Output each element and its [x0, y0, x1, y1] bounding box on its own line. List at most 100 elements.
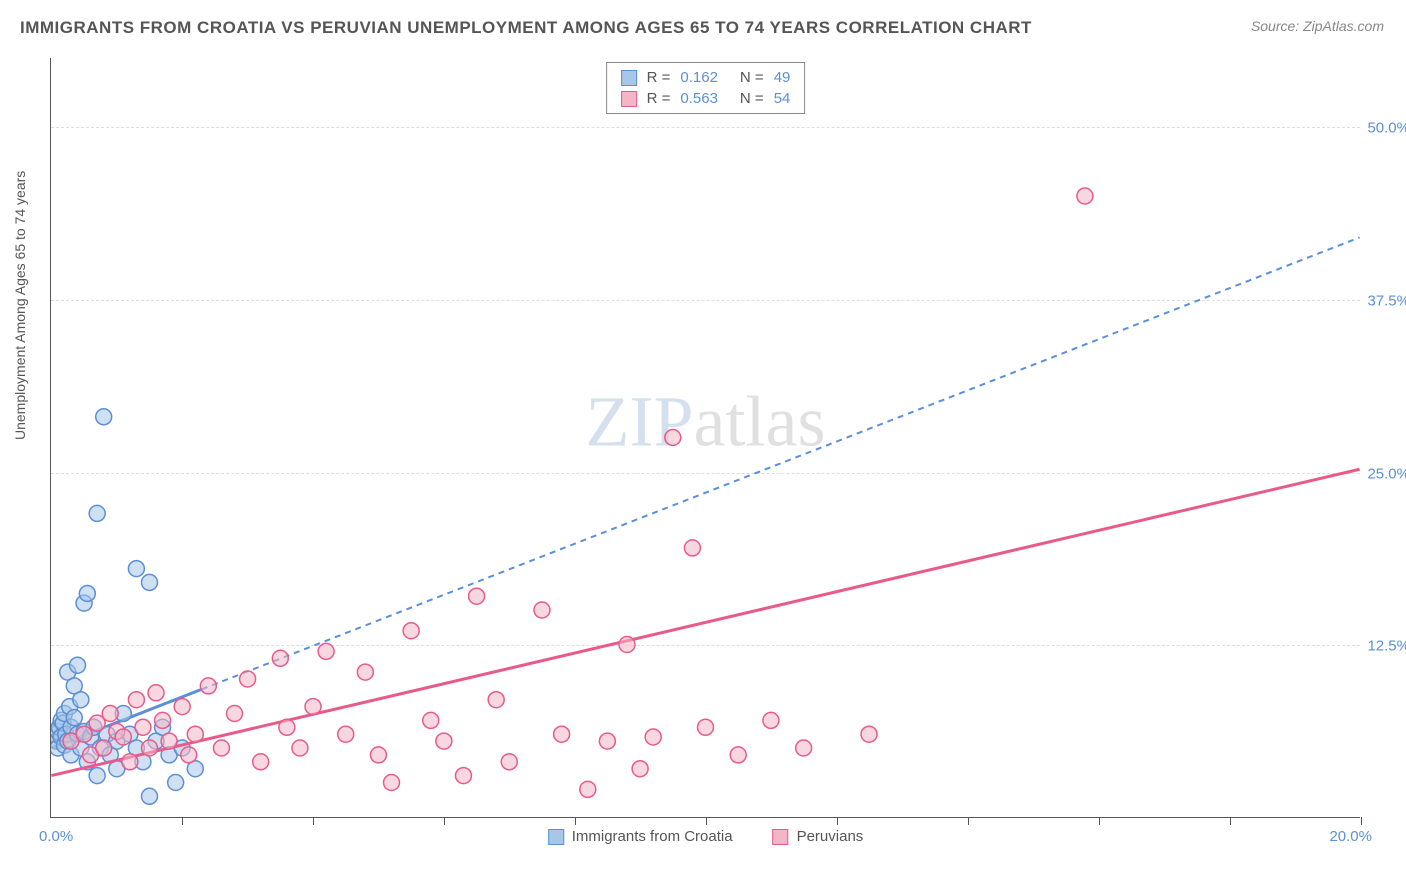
data-point [554, 726, 570, 742]
data-point [89, 768, 105, 784]
data-point [423, 712, 439, 728]
data-point [96, 409, 112, 425]
data-point [338, 726, 354, 742]
data-point [141, 740, 157, 756]
legend-swatch-1 [773, 829, 789, 845]
data-point [135, 719, 151, 735]
data-point [213, 740, 229, 756]
legend-item-0: Immigrants from Croatia [548, 828, 733, 845]
data-point [73, 692, 89, 708]
stats-row-series-1: R = 0.563 N = 54 [621, 88, 791, 109]
data-point [181, 747, 197, 763]
data-point [174, 699, 190, 715]
data-point [141, 574, 157, 590]
x-tick [837, 817, 838, 825]
data-point [763, 712, 779, 728]
n-label-0: N = [740, 69, 764, 86]
data-point [128, 561, 144, 577]
data-point [469, 588, 485, 604]
x-min-label: 0.0% [39, 828, 73, 845]
data-point [76, 726, 92, 742]
data-point [148, 685, 164, 701]
x-tick [1099, 817, 1100, 825]
data-point [305, 699, 321, 715]
data-point [96, 740, 112, 756]
data-point [161, 733, 177, 749]
data-point [227, 706, 243, 722]
x-tick [182, 817, 183, 825]
data-point [684, 540, 700, 556]
plot-svg [51, 58, 1360, 817]
x-tick [1361, 817, 1362, 825]
y-tick-label: 25.0% [1367, 465, 1406, 482]
data-point [115, 729, 131, 745]
plot-area: ZIPatlas R = 0.162 N = 49 R = 0.563 N = … [50, 58, 1360, 818]
data-point [89, 505, 105, 521]
stats-row-series-0: R = 0.162 N = 49 [621, 67, 791, 88]
r-label-1: R = [647, 90, 671, 107]
data-point [796, 740, 812, 756]
trend-line-dashed [202, 237, 1360, 689]
n-label-1: N = [740, 90, 764, 107]
bottom-legend: Immigrants from Croatia Peruvians [548, 828, 864, 845]
data-point [665, 430, 681, 446]
legend-label-1: Peruvians [797, 828, 864, 845]
data-point [155, 712, 171, 728]
data-point [730, 747, 746, 763]
data-point [318, 643, 334, 659]
data-point [580, 781, 596, 797]
data-point [698, 719, 714, 735]
data-point [436, 733, 452, 749]
x-tick [706, 817, 707, 825]
data-point [403, 623, 419, 639]
x-tick [968, 817, 969, 825]
legend-swatch-0 [548, 829, 564, 845]
y-tick-label: 12.5% [1367, 638, 1406, 655]
data-point [70, 657, 86, 673]
y-tick-label: 50.0% [1367, 120, 1406, 137]
data-point [187, 726, 203, 742]
data-point [240, 671, 256, 687]
data-point [357, 664, 373, 680]
r-value-1: 0.563 [680, 90, 718, 107]
n-value-1: 54 [774, 90, 791, 107]
x-tick [313, 817, 314, 825]
data-point [253, 754, 269, 770]
data-point [168, 775, 184, 791]
y-tick-label: 37.5% [1367, 292, 1406, 309]
data-point [122, 754, 138, 770]
x-max-label: 20.0% [1329, 828, 1372, 845]
data-point [141, 788, 157, 804]
data-point [272, 650, 288, 666]
data-point [1077, 188, 1093, 204]
data-point [534, 602, 550, 618]
data-point [370, 747, 386, 763]
data-point [279, 719, 295, 735]
x-tick [1230, 817, 1231, 825]
legend-item-1: Peruvians [773, 828, 864, 845]
x-tick [575, 817, 576, 825]
swatch-series-1 [621, 91, 637, 107]
source-label: Source: ZipAtlas.com [1251, 18, 1384, 34]
data-point [645, 729, 661, 745]
legend-label-0: Immigrants from Croatia [572, 828, 733, 845]
data-point [384, 775, 400, 791]
data-point [102, 706, 118, 722]
data-point [200, 678, 216, 694]
data-point [632, 761, 648, 777]
n-value-0: 49 [774, 69, 791, 86]
data-point [501, 754, 517, 770]
data-point [861, 726, 877, 742]
x-tick [444, 817, 445, 825]
data-point [292, 740, 308, 756]
stats-legend: R = 0.162 N = 49 R = 0.563 N = 54 [606, 62, 806, 114]
data-point [619, 637, 635, 653]
data-point [455, 768, 471, 784]
data-point [79, 585, 95, 601]
data-point [128, 692, 144, 708]
r-label-0: R = [647, 69, 671, 86]
y-axis-label: Unemployment Among Ages 65 to 74 years [12, 171, 28, 440]
chart-title: IMMIGRANTS FROM CROATIA VS PERUVIAN UNEM… [20, 18, 1032, 38]
data-point [66, 710, 82, 726]
r-value-0: 0.162 [680, 69, 718, 86]
